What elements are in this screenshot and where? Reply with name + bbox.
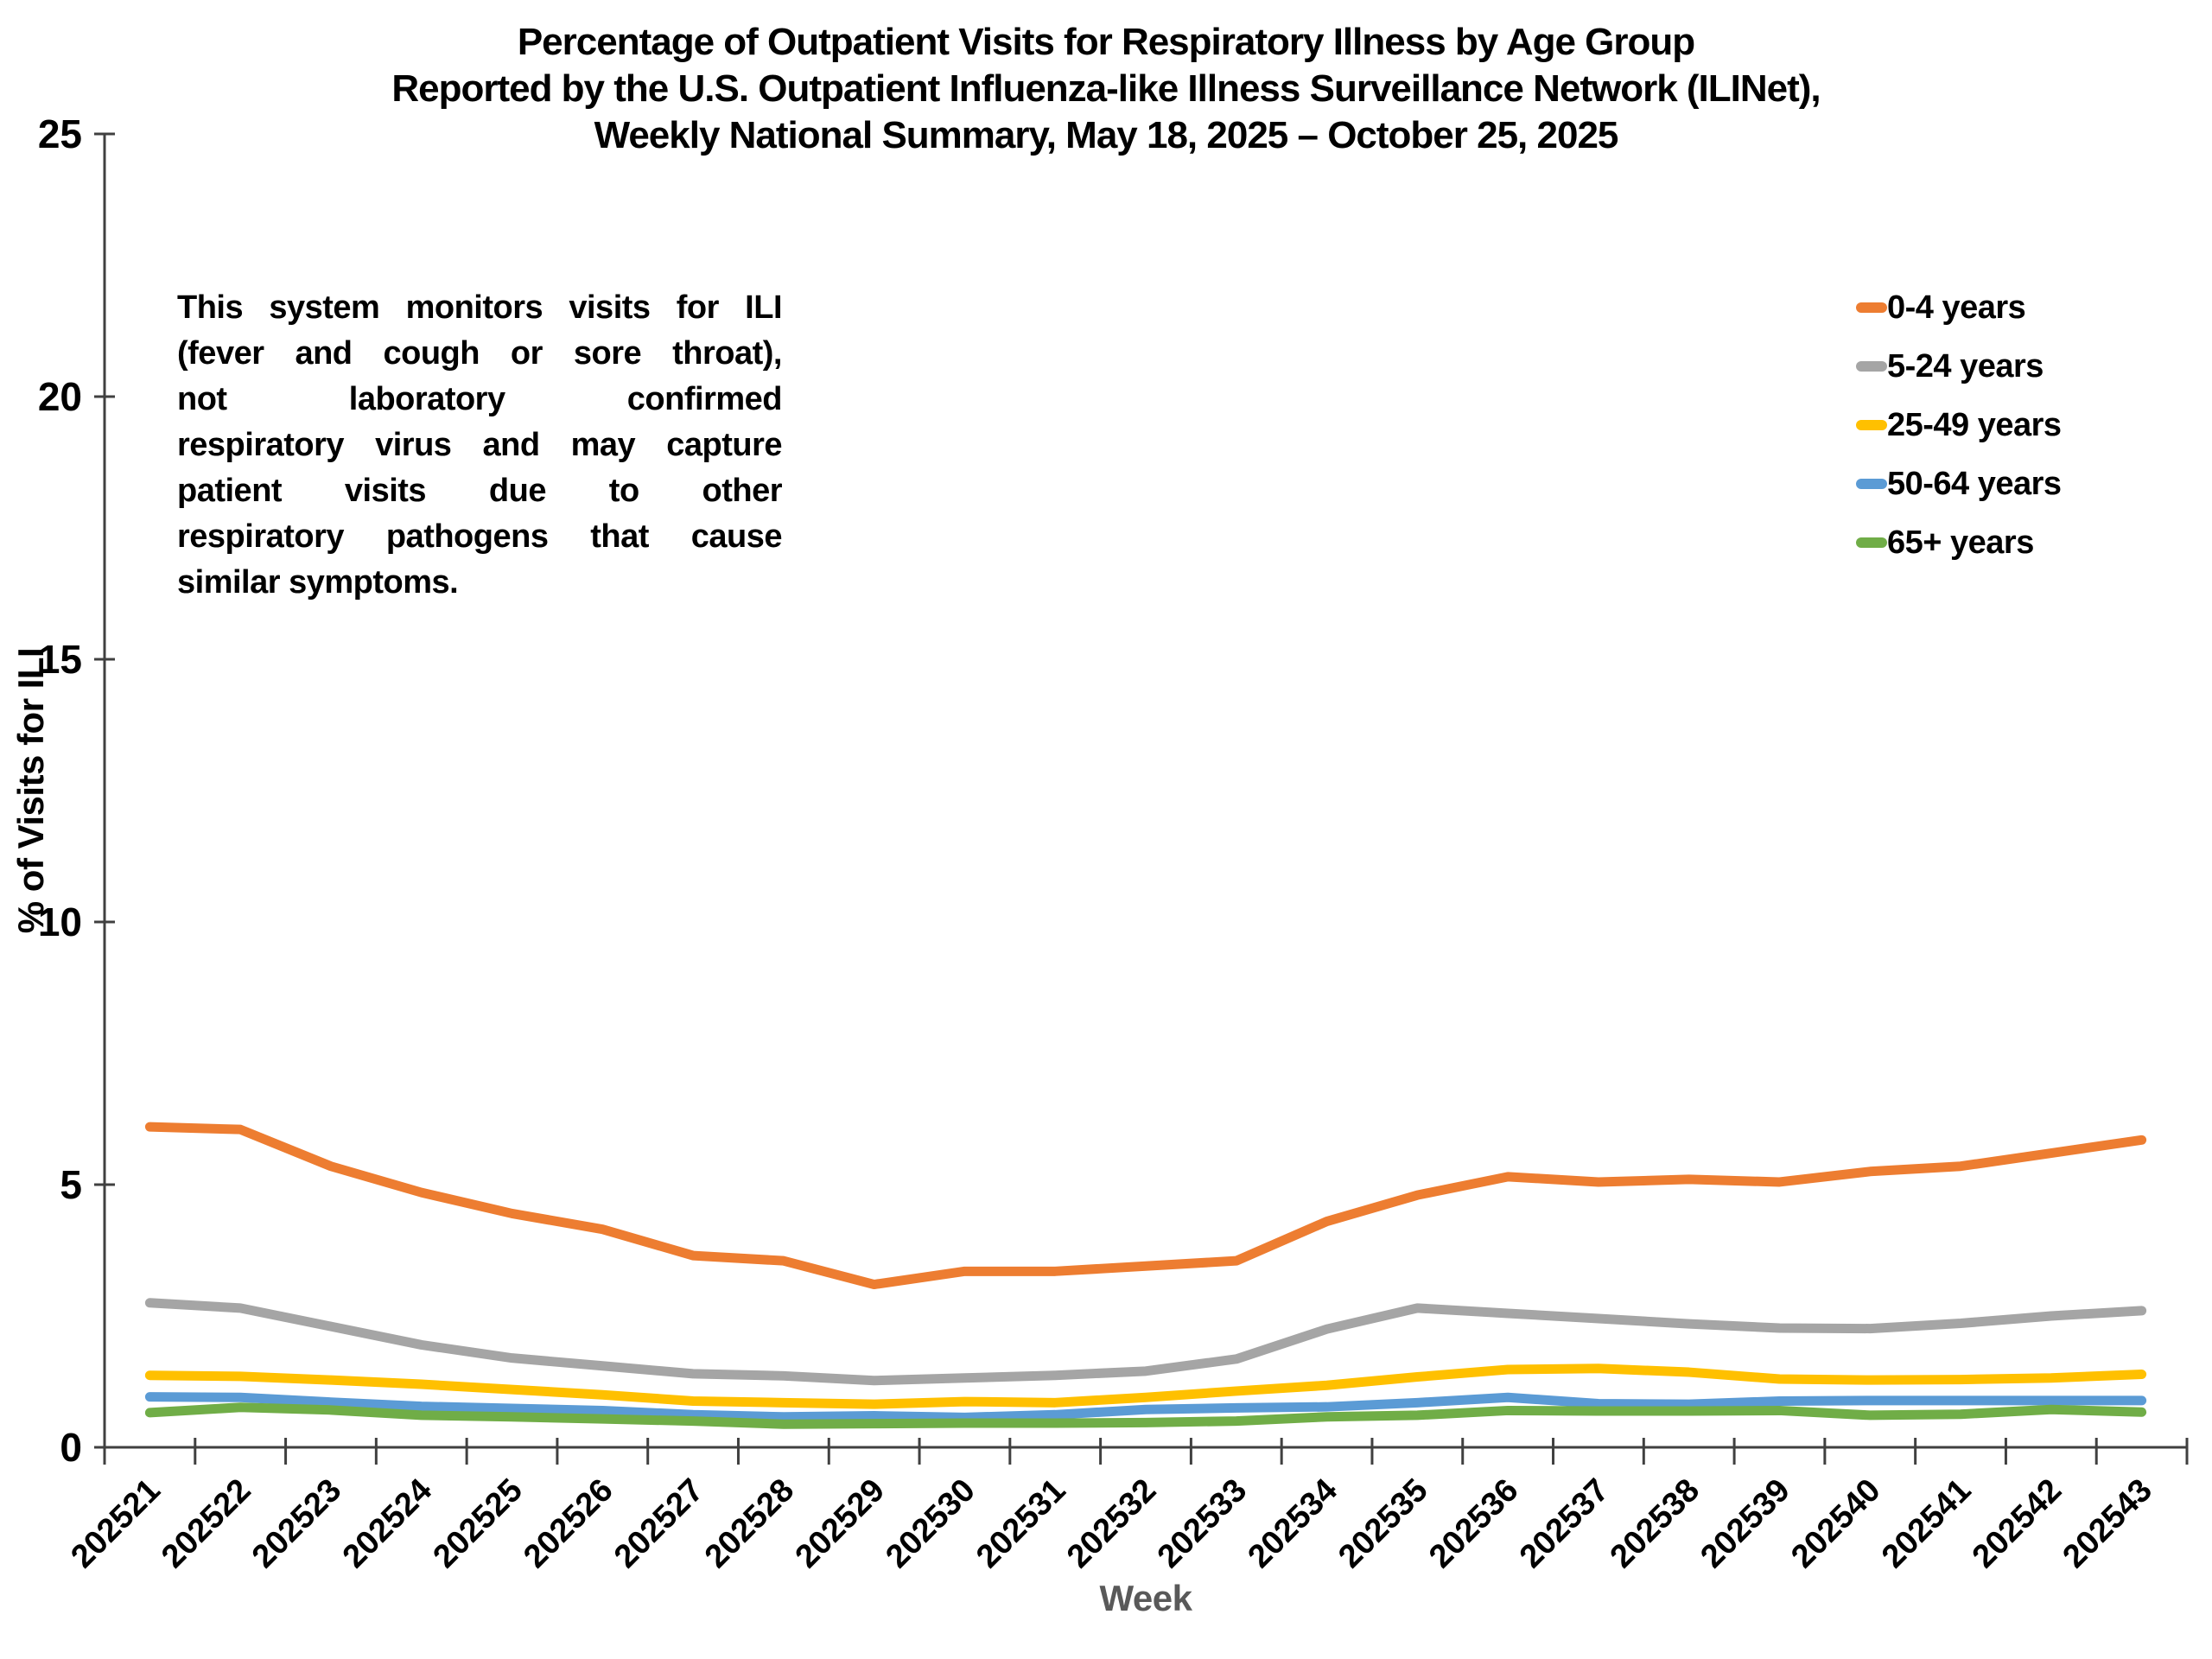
legend-swatch-icon <box>1856 537 1887 548</box>
x-tick-label: 202530 <box>879 1472 982 1575</box>
legend-label: 5-24 years <box>1887 347 2044 385</box>
legend-label: 50-64 years <box>1887 465 2062 502</box>
annotation-line-6: respiratory pathogens that cause <box>177 518 783 555</box>
legend-swatch-icon <box>1856 479 1887 489</box>
x-tick-label: 202543 <box>2056 1472 2159 1575</box>
x-tick-label: 202523 <box>245 1472 348 1575</box>
x-tick-label: 202525 <box>427 1472 530 1575</box>
y-tick-label: 15 <box>38 637 82 682</box>
legend-item-5-24-years: 5-24 years <box>1856 347 2062 385</box>
chart-title-line-2: Reported by the U.S. Outpatient Influenz… <box>391 67 1821 110</box>
x-tick-label: 202542 <box>1966 1472 2069 1575</box>
x-tick-label: 202536 <box>1422 1472 1525 1575</box>
series-line-0-4-years <box>144 1122 2147 1290</box>
legend-label: 0-4 years <box>1887 289 2026 326</box>
annotation-line-7: similar symptoms. <box>177 564 459 601</box>
x-tick-label: 202531 <box>969 1472 1072 1575</box>
y-axis-title: % of Visits for ILI <box>10 647 51 934</box>
x-tick-label: 202528 <box>698 1472 801 1575</box>
y-tick-label: 0 <box>60 1425 82 1470</box>
series-line-25-49-years <box>144 1363 2147 1409</box>
chart-title-line-1: Percentage of Outpatient Visits for Resp… <box>517 21 1695 63</box>
y-tick-label: 5 <box>60 1162 82 1207</box>
x-tick-label: 202532 <box>1060 1472 1163 1575</box>
x-tick-label: 202522 <box>155 1472 257 1575</box>
y-tick-label: 10 <box>38 899 82 944</box>
x-tick-label: 202529 <box>789 1472 892 1575</box>
annotation-line-3: not laboratory confirmed <box>177 381 783 417</box>
annotation-box: This system monitors visits for ILI (feve… <box>177 285 783 606</box>
x-tick-label: 202541 <box>1875 1472 1978 1575</box>
x-tick-label: 202534 <box>1242 1472 1344 1575</box>
legend-swatch-icon <box>1856 302 1887 313</box>
chart-title-line-3: Weekly National Summary, May 18, 2025 – … <box>594 114 1619 156</box>
x-tick-label: 202526 <box>517 1472 620 1575</box>
legend-swatch-icon <box>1856 361 1887 372</box>
legend-item-25-49-years: 25-49 years <box>1856 406 2062 443</box>
x-tick-label: 202537 <box>1513 1472 1616 1575</box>
x-axis-title: Week <box>1099 1578 1192 1618</box>
y-tick-label: 25 <box>38 111 82 156</box>
chart-title: Percentage of Outpatient Visits for Resp… <box>0 19 2212 159</box>
x-tick-label: 202538 <box>1604 1472 1707 1575</box>
legend-label: 65+ years <box>1887 524 2034 561</box>
annotation-line-4: respiratory virus and may capture <box>177 427 783 463</box>
x-tick-label: 202540 <box>1784 1472 1887 1575</box>
legend-item-65-years: 65+ years <box>1856 524 2062 561</box>
legend-item-50-64-years: 50-64 years <box>1856 465 2062 502</box>
series-line-50-64-years <box>144 1392 2147 1422</box>
legend-swatch-icon <box>1856 420 1887 430</box>
legend-label: 25-49 years <box>1887 406 2062 443</box>
legend: 0-4 years 5-24 years 25-49 years 50-64 year… <box>1856 289 2062 584</box>
annotation-line-2: (fever and cough or sore throat), <box>177 335 783 372</box>
x-tick-label: 202535 <box>1332 1472 1434 1575</box>
annotation-line-5: patient visits due to other <box>177 473 783 509</box>
x-tick-label: 202539 <box>1694 1472 1796 1575</box>
legend-item-0-4-years: 0-4 years <box>1856 289 2062 326</box>
x-tick-label: 202524 <box>336 1472 439 1575</box>
annotation-line-1: This system monitors visits for ILI <box>177 289 783 326</box>
x-tick-label: 202521 <box>64 1472 167 1575</box>
x-tick-label: 202533 <box>1151 1472 1254 1575</box>
x-tick-label: 202527 <box>607 1472 710 1575</box>
y-tick-label: 20 <box>38 374 82 419</box>
series-line-5-24-years <box>144 1298 2147 1386</box>
series-line-65-years <box>144 1402 2147 1429</box>
